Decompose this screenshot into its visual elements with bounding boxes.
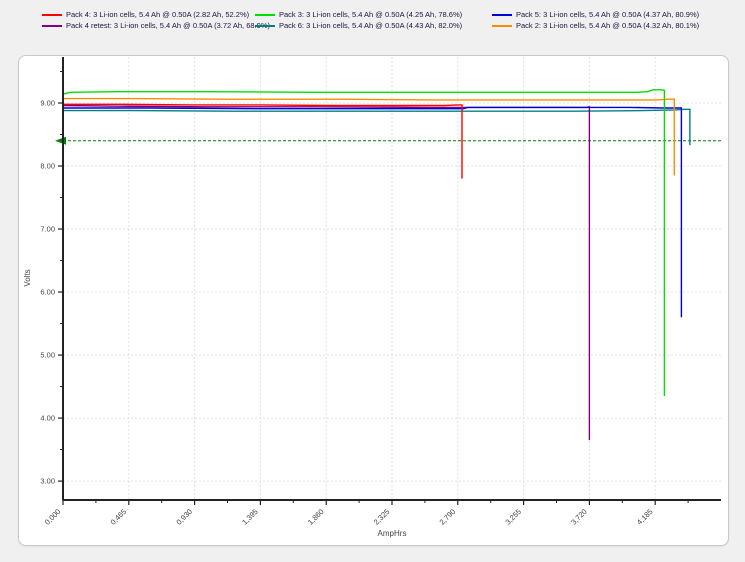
legend-label: Pack 6: 3 Li-ion cells, 5.4 Ah @ 0.50A (…: [279, 20, 463, 30]
legend-swatch: [492, 13, 512, 16]
legend-label: Pack 4: 3 Li-ion cells, 5.4 Ah @ 0.50A (…: [66, 9, 250, 19]
legend-label: Pack 3: 3 Li-ion cells, 5.4 Ah @ 0.50A (…: [279, 9, 463, 19]
series-line: [63, 108, 691, 146]
y-tick-label: 3.00: [40, 477, 55, 486]
series-line: [63, 103, 463, 179]
x-tick-label: 0,930: [174, 507, 194, 527]
y-tick-label: 6.00: [40, 288, 55, 297]
y-axis-title: Volts: [23, 269, 32, 286]
legend-swatch: [255, 24, 275, 27]
y-tick-label: 9.00: [40, 99, 55, 108]
x-tick-label: 1,860: [306, 507, 326, 527]
cutoff-arrow-icon: [55, 136, 66, 145]
x-tick-label: 0,465: [109, 507, 129, 527]
series-line: [62, 89, 666, 396]
x-axis-title: AmpHrs: [378, 529, 407, 538]
legend-swatch: [42, 24, 62, 27]
x-tick-label: 3,720: [569, 507, 589, 527]
y-tick-label: 5.00: [40, 351, 55, 360]
x-tick-label: 2,790: [438, 507, 458, 527]
y-tick-label: 7.00: [40, 225, 55, 234]
legend-label: Pack 5: 3 Li-ion cells, 5.4 Ah @ 0.50A (…: [516, 9, 700, 19]
series-line: [63, 97, 675, 176]
legend-item: Pack 3: 3 Li-ion cells, 5.4 Ah @ 0.50A (…: [255, 10, 492, 20]
y-tick-label: 8.00: [40, 162, 55, 171]
legend-item: Pack 4 retest: 3 Li-ion cells, 5.4 Ah @ …: [42, 21, 270, 31]
x-tick-label: 3,255: [503, 507, 523, 527]
legend-swatch: [492, 24, 512, 27]
legend-item: Pack 4: 3 Li-ion cells, 5.4 Ah @ 0.50A (…: [42, 10, 255, 20]
legend-swatch: [42, 13, 62, 16]
series-line: [63, 106, 683, 318]
legend-item: Pack 2: 3 Li-ion cells, 5.4 Ah @ 0.50A (…: [492, 21, 699, 31]
x-tick-label: 1,395: [240, 507, 260, 527]
x-tick-label: 0,000: [43, 507, 63, 527]
chart-legend: Pack 4: 3 Li-ion cells, 5.4 Ah @ 0.50A (…: [42, 9, 699, 31]
y-tick-label: 4.00: [40, 414, 55, 423]
x-tick-label: 4,185: [635, 507, 655, 527]
chart-panel: [18, 55, 729, 546]
legend-label: Pack 4 retest: 3 Li-ion cells, 5.4 Ah @ …: [66, 20, 270, 30]
legend-item: Pack 5: 3 Li-ion cells, 5.4 Ah @ 0.50A (…: [492, 10, 699, 20]
x-tick-label: 2,325: [372, 507, 392, 527]
legend-item: Pack 6: 3 Li-ion cells, 5.4 Ah @ 0.50A (…: [255, 21, 492, 31]
legend-label: Pack 2: 3 Li-ion cells, 5.4 Ah @ 0.50A (…: [516, 20, 700, 30]
legend-swatch: [255, 13, 275, 16]
